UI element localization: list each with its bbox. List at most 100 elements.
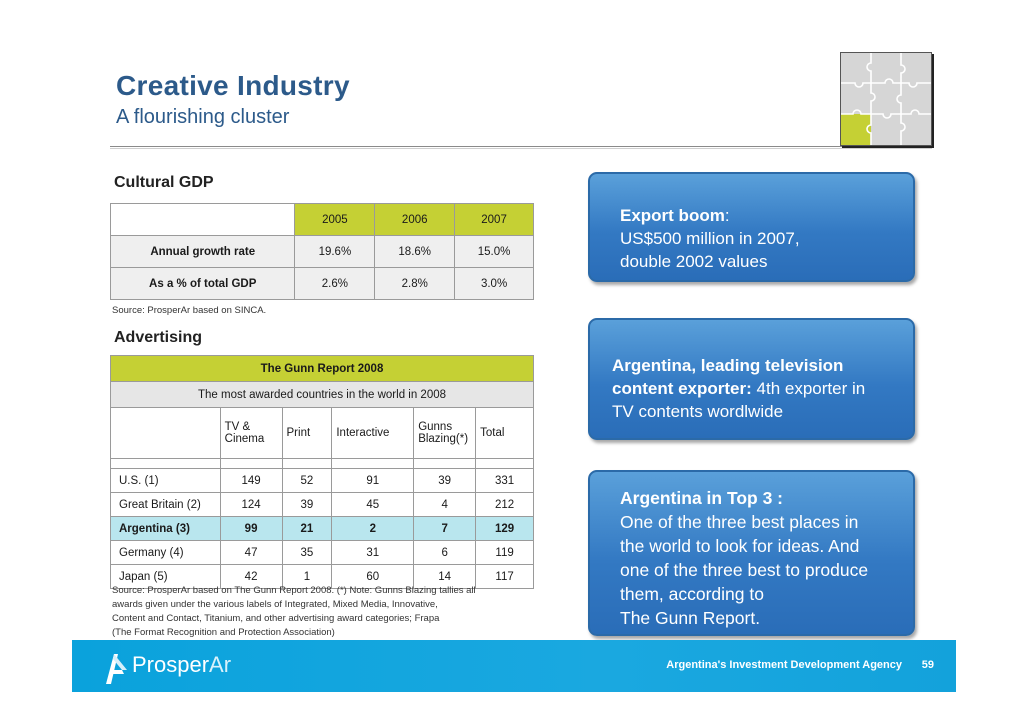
top3-callout: Argentina in Top 3 : One of the three be… — [588, 470, 915, 636]
callout-bold: Argentina in Top 3 : — [620, 488, 784, 508]
footer-bar: ProsperAr Argentina's Investment Develop… — [72, 640, 956, 692]
cultural-gdp-heading: Cultural GDP — [114, 174, 214, 191]
agency-label: Argentina's Investment Development Agenc… — [666, 659, 902, 671]
gunn-cell: 14 — [413, 564, 477, 589]
gdp-row: Annual growth rate 19.6% 18.6% 15.0% — [109, 235, 534, 268]
gunn-report-table: The Gunn Report 2008 The most awarded co… — [110, 355, 534, 589]
gunn-country: Argentina (3) — [110, 516, 221, 541]
callout-text: One of the three best places in — [620, 512, 859, 532]
gunn-row: U.S. (1) 149 52 91 39 331 — [110, 468, 534, 493]
brand-part: Prosper — [132, 652, 210, 677]
gunn-cell: 149 — [219, 468, 283, 493]
gunn-country: Japan (5) — [110, 564, 221, 589]
cultural-gdp-table: 2005 2006 2007 Annual growth rate 19.6% … — [109, 203, 534, 300]
gdp-cell: 19.6% — [294, 235, 376, 268]
spacer-cell — [281, 458, 333, 469]
page-subtitle: A flourishing cluster — [116, 106, 290, 128]
gdp-cell: 2.8% — [374, 267, 456, 300]
brand-name: ProsperAr — [132, 652, 231, 678]
callout-bold: Argentina, leading television — [612, 356, 844, 375]
gdp-column-header: 2006 — [374, 203, 456, 236]
source-line: Source: ProsperAr based on The Gunn Repo… — [112, 585, 476, 596]
gunn-table-title: The Gunn Report 2008 — [110, 355, 534, 382]
callout-text: one of the three best to produce — [620, 560, 869, 580]
gunn-cell: 117 — [475, 564, 534, 589]
header-divider — [110, 146, 932, 149]
gunn-cell: 52 — [281, 468, 333, 493]
gunn-row: Japan (5) 42 1 60 14 117 — [110, 564, 534, 589]
gunn-cell: 42 — [219, 564, 283, 589]
callout-text: them, according to — [620, 584, 764, 604]
gunn-spacer-row — [110, 458, 534, 469]
gunn-column-header: Print — [281, 407, 333, 459]
source-line: Content and Contact, Titanium, and other… — [112, 613, 440, 624]
callout-text: TV contents wordlwide — [612, 402, 784, 421]
export-boom-callout: Export boom: US$500 million in 2007, dou… — [588, 172, 915, 282]
gunn-cell: 35 — [281, 540, 333, 565]
gdp-source-note: Source: ProsperAr based on SINCA. — [112, 305, 267, 316]
gdp-cell: 3.0% — [454, 267, 534, 300]
gunn-cell: 2 — [331, 516, 415, 541]
gunn-subtitle-row: The most awarded countries in the world … — [110, 381, 534, 408]
gunn-corner-cell — [110, 407, 221, 459]
page-title: Creative Industry — [116, 70, 350, 101]
gunn-cell: 4 — [413, 492, 477, 517]
gdp-cell: 18.6% — [374, 235, 456, 268]
callout-text: US$500 million in 2007, — [620, 229, 800, 248]
spacer-cell — [219, 458, 283, 469]
gunn-cell: 39 — [413, 468, 477, 493]
gunn-table-subtitle: The most awarded countries in the world … — [110, 381, 534, 408]
gdp-cell: 15.0% — [454, 235, 534, 268]
spacer-cell — [475, 458, 534, 469]
callout-text: the world to look for ideas. And — [620, 536, 860, 556]
gunn-column-header: Interactive — [331, 407, 415, 459]
gunn-source-note: Source: ProsperAr based on The Gunn Repo… — [112, 584, 476, 640]
gunn-row-highlighted: Argentina (3) 99 21 2 7 129 — [110, 516, 534, 541]
gunn-cell: 47 — [219, 540, 283, 565]
gunn-country: Great Britain (2) — [110, 492, 221, 517]
advertising-heading: Advertising — [114, 329, 203, 346]
callout-text: 4th exporter in — [751, 379, 866, 398]
brand-part: Ar — [209, 652, 232, 677]
callout-text: : — [724, 206, 730, 225]
gunn-cell: 60 — [331, 564, 415, 589]
gdp-cell: 2.6% — [294, 267, 376, 300]
gunn-cell: 1 — [281, 564, 333, 589]
spacer-cell — [110, 458, 221, 469]
gunn-column-header: Gunns Blazing(*) — [413, 407, 477, 459]
gdp-column-header: 2007 — [454, 203, 534, 236]
tv-exporter-callout: Argentina, leading television content ex… — [588, 318, 915, 440]
spacer-cell — [331, 458, 415, 469]
gunn-cell: 331 — [475, 468, 534, 493]
gdp-row-label: Annual growth rate — [109, 235, 296, 268]
gunn-cell: 212 — [475, 492, 534, 517]
gdp-header-row: 2005 2006 2007 — [109, 203, 534, 236]
callout-bold: Export boom — [620, 206, 725, 225]
prosperar-logo-icon — [104, 650, 128, 684]
gunn-header-row: TV & Cinema Print Interactive Gunns Blaz… — [110, 407, 534, 459]
gunn-cell: 6 — [413, 540, 477, 565]
gunn-cell: 45 — [331, 492, 415, 517]
gunn-title-row: The Gunn Report 2008 — [110, 355, 534, 382]
gdp-column-header: 2005 — [294, 203, 376, 236]
gdp-corner-cell — [109, 203, 296, 236]
page-number: 59 — [921, 659, 934, 671]
gunn-cell: 91 — [331, 468, 415, 493]
gunn-column-header: Total — [475, 407, 534, 459]
gunn-cell: 39 — [281, 492, 333, 517]
gunn-cell: 31 — [331, 540, 415, 565]
gunn-cell: 7 — [413, 516, 477, 541]
gunn-country: U.S. (1) — [110, 468, 221, 493]
gunn-cell: 124 — [219, 492, 283, 517]
gunn-row: Germany (4) 47 35 31 6 119 — [110, 540, 534, 565]
callout-bold: content exporter: — [612, 379, 752, 398]
callout-text: double 2002 values — [620, 252, 768, 271]
gdp-row-label: As a % of total GDP — [109, 267, 296, 300]
source-line: (The Format Recognition and Protection A… — [112, 627, 335, 638]
gunn-cell: 119 — [475, 540, 534, 565]
gunn-column-header: TV & Cinema — [219, 407, 283, 459]
source-line: awards given under the various labels of… — [112, 599, 438, 610]
puzzle-grid-icon — [840, 52, 932, 146]
gunn-cell: 99 — [219, 516, 283, 541]
gunn-row: Great Britain (2) 124 39 45 4 212 — [110, 492, 534, 517]
